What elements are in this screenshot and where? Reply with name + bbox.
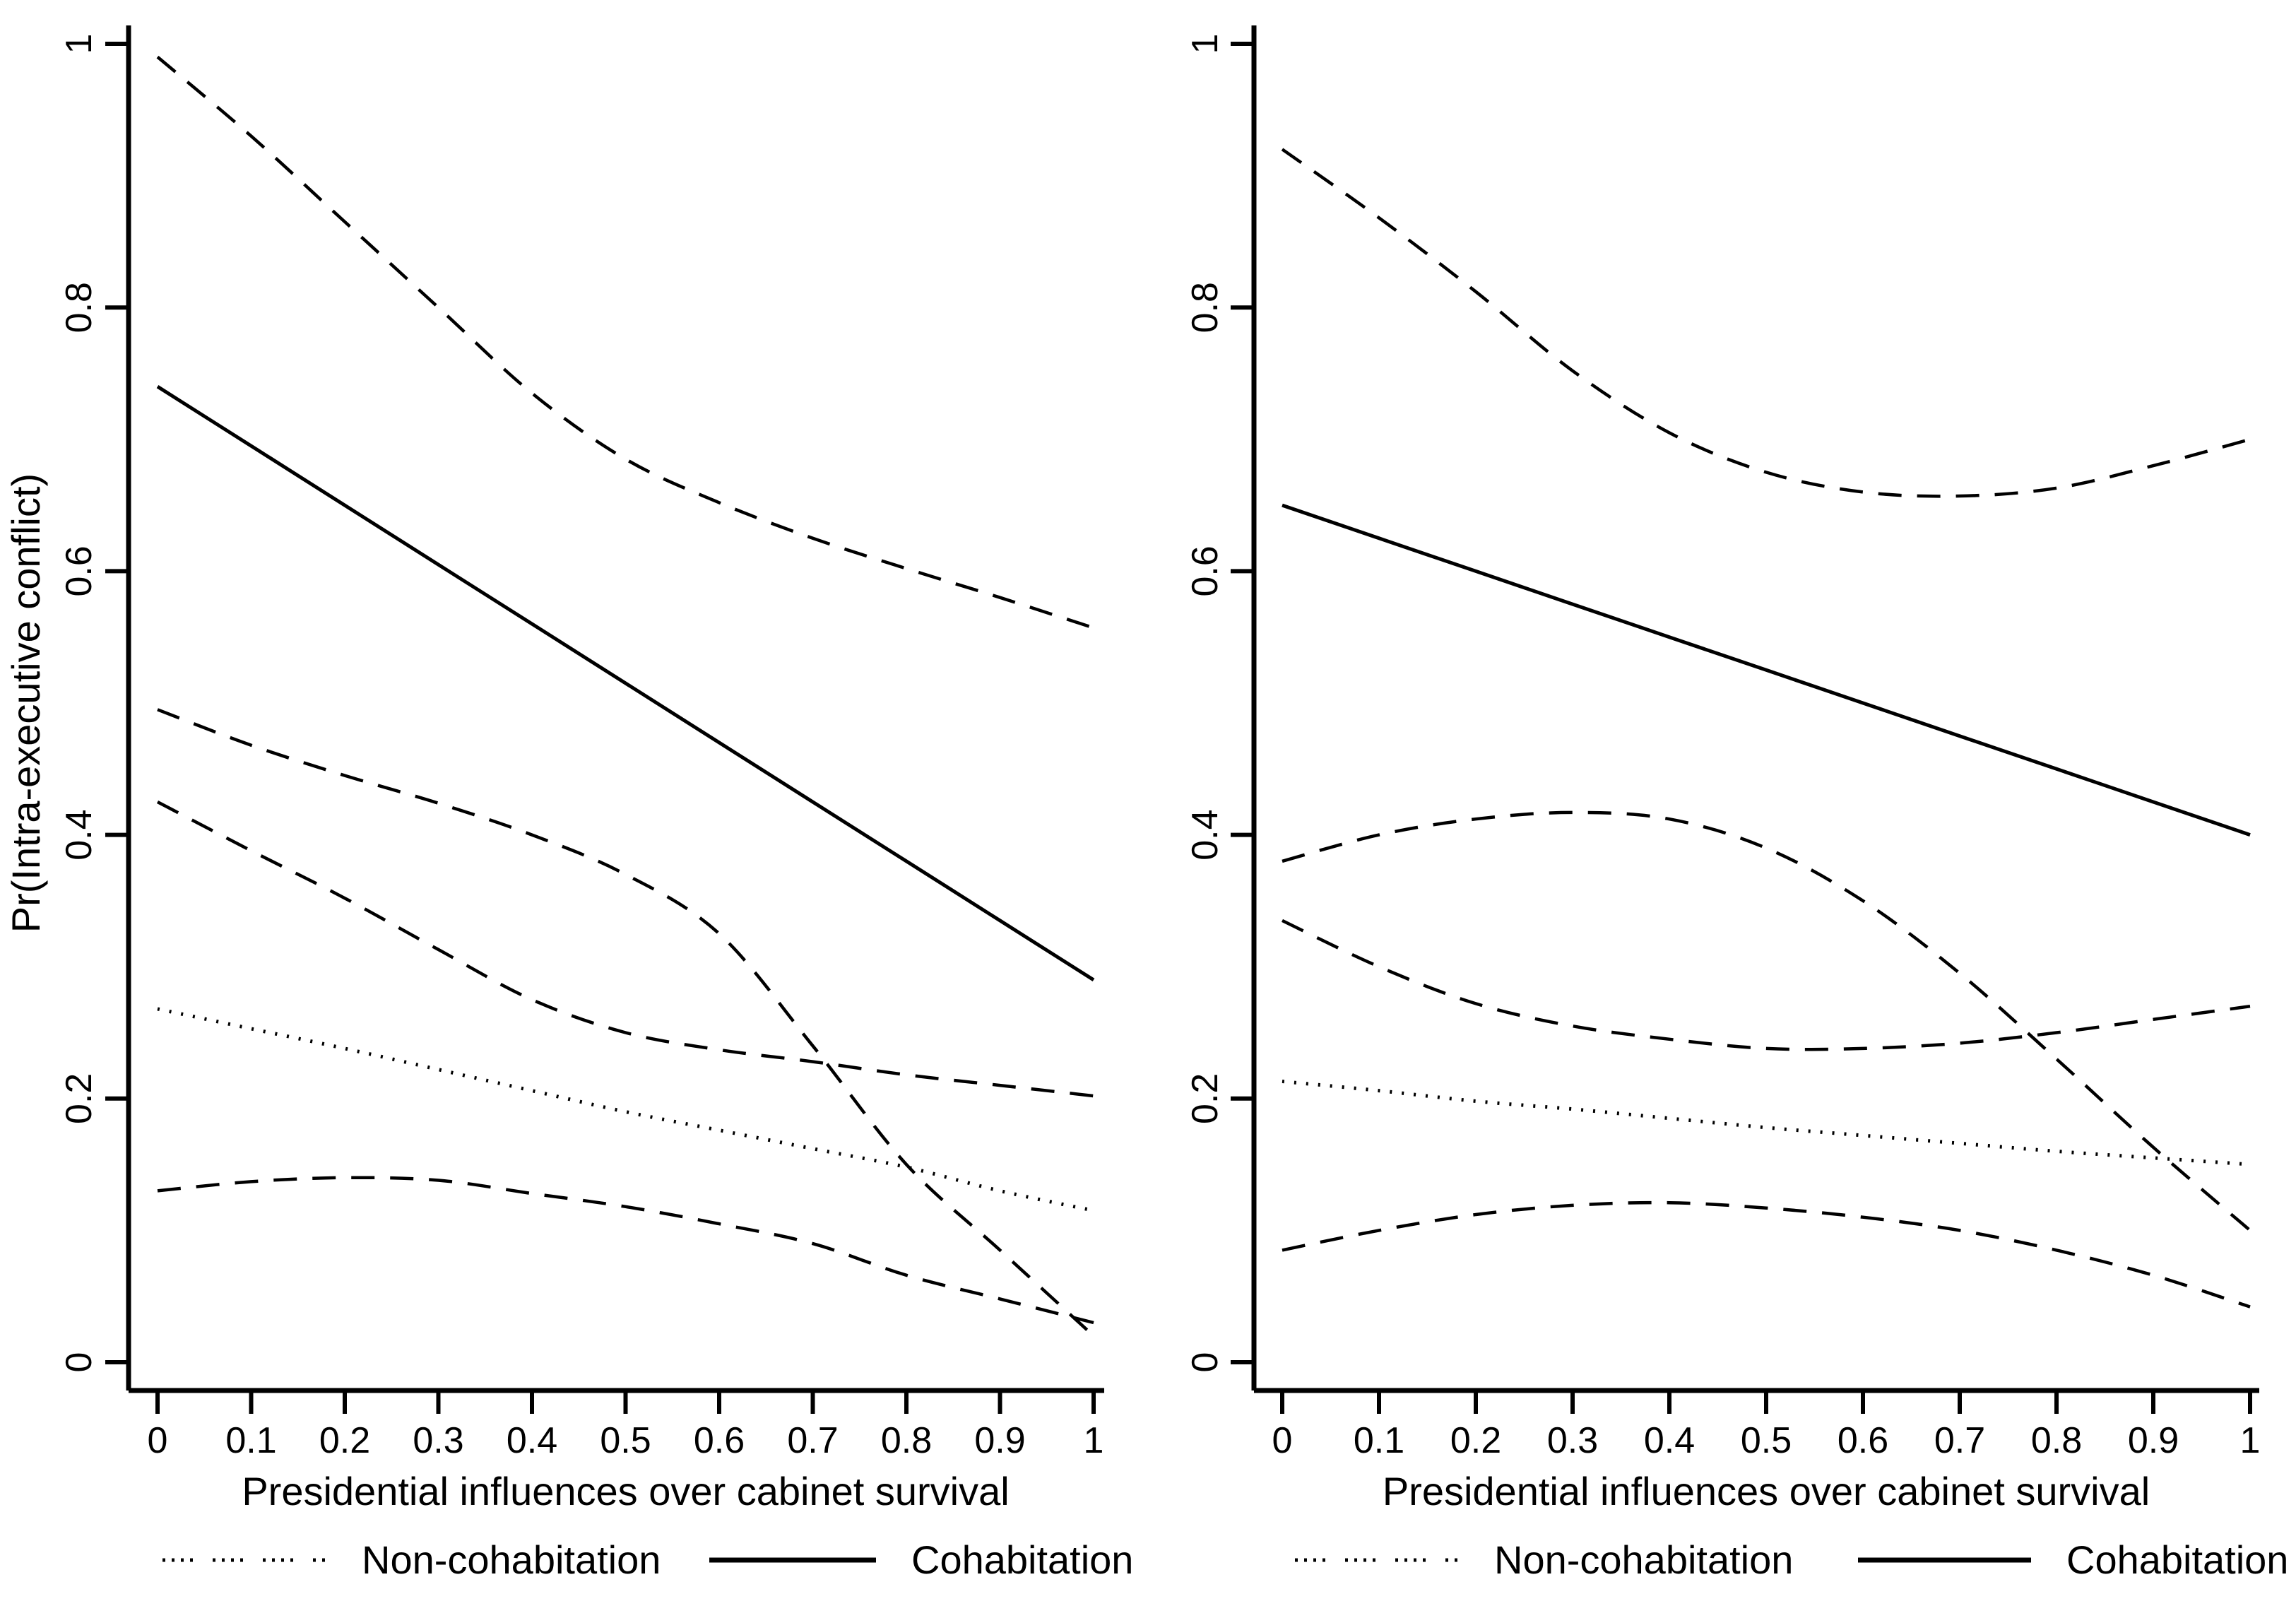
right-y-tick-label: 1 — [1185, 34, 1226, 54]
left-x-tick-label: 0.2 — [319, 1420, 370, 1461]
right-legend-label: Cohabitation — [2066, 1537, 2288, 1582]
right-cohabitation-lower-ci-line — [1282, 810, 2251, 1232]
right-legend-item-cohabitation: Cohabitation — [1858, 1537, 2288, 1582]
right-legend-item-non-cohabitation: Non-cohabitation — [1295, 1537, 1793, 1582]
right-non-cohabitation-upper-ci-line — [1282, 919, 2251, 1051]
left-x-axis-title: Presidential influences over cabinet sur… — [242, 1469, 1009, 1513]
right-x-tick-label: 0 — [1272, 1420, 1293, 1461]
left-legend-label: Non-cohabitation — [362, 1537, 661, 1582]
left-x-tick-label: 1 — [1084, 1420, 1104, 1461]
right-legend-label: Non-cohabitation — [1494, 1537, 1793, 1582]
left-cohabitation-line — [156, 385, 1095, 982]
left-y-tick-label: 0.2 — [59, 1073, 100, 1124]
left-x-tick-label: 0.8 — [881, 1420, 932, 1461]
left-x-tick-label: 0.5 — [600, 1420, 651, 1461]
right-cohabitation-line — [1282, 503, 2251, 837]
right-non-cohabitation-line — [1282, 1080, 2251, 1167]
right-x-tick-label: 0.1 — [1354, 1420, 1404, 1461]
left-y-tick-label: 1 — [59, 34, 100, 54]
left-y-tick-label: 0.6 — [59, 545, 100, 596]
right-x-axis-title: Presidential influences over cabinet sur… — [1383, 1469, 2150, 1513]
left-legend-item-non-cohabitation: Non-cohabitation — [162, 1537, 661, 1582]
right-x-tick-label: 0.8 — [2031, 1420, 2082, 1461]
left-x-tick-label: 0.1 — [225, 1420, 276, 1461]
left-legend-label: Cohabitation — [911, 1537, 1133, 1582]
right-x-tick-label: 0.2 — [1450, 1420, 1501, 1461]
right-y-tick-label: 0.4 — [1185, 809, 1226, 860]
left-y-tick-label: 0 — [59, 1352, 100, 1373]
left-non-cohabitation-lower-ci-line — [157, 1176, 1094, 1325]
left-x-tick-label: 0 — [148, 1420, 168, 1461]
right-y-tick-label: 0.6 — [1185, 545, 1226, 596]
left-x-tick-label: 0.6 — [694, 1420, 745, 1461]
right-x-tick-label: 0.7 — [1934, 1420, 1985, 1461]
right-y-tick-label: 0.2 — [1185, 1073, 1226, 1124]
right-y-tick-label: 0.8 — [1185, 282, 1226, 333]
left-y-tick-label: 0.4 — [59, 809, 100, 860]
right-legend: Non-cohabitation Cohabitation — [1295, 1537, 2288, 1582]
right-x-tick-label: 1 — [2240, 1420, 2261, 1461]
left-cohabitation-lower-ci-line — [157, 708, 1095, 1338]
left-non-cohabitation-upper-ci-line — [156, 800, 1094, 1098]
right-x-tick-label: 0.4 — [1644, 1420, 1695, 1461]
right-x-tick-label: 0.9 — [2128, 1420, 2179, 1461]
right-x-tick-label: 0.5 — [1741, 1420, 1792, 1461]
left-y-tick-label: 0.8 — [59, 282, 100, 333]
right-y-tick-label: 0 — [1185, 1352, 1226, 1373]
right-x-tick-label: 0.6 — [1838, 1420, 1888, 1461]
panel-right: 0 0.2 0.4 0.6 0.8 1 0 0.1 0.2 0.3 0.4 0.5 0.6 0.7 0.8 0… — [1185, 25, 2288, 1582]
left-x-tick-label: 0.3 — [413, 1420, 463, 1461]
panel-left: 0 0.2 0.4 0.6 0.8 1 0 0.1 0.2 0.3 0.4 0.5 0.6 0.7 0.8 0… — [4, 25, 1133, 1582]
left-non-cohabitation-line — [157, 1007, 1094, 1212]
left-x-tick-label: 0.9 — [974, 1420, 1025, 1461]
right-non-cohabitation-lower-ci-line — [1282, 1200, 2251, 1309]
left-x-tick-label: 0.7 — [787, 1420, 838, 1461]
left-legend: Non-cohabitation Cohabitation — [162, 1537, 1133, 1582]
left-legend-item-cohabitation: Cohabitation — [709, 1537, 1133, 1582]
right-x-tick-label: 0.3 — [1547, 1420, 1598, 1461]
left-cohabitation-upper-ci-line — [156, 55, 1094, 630]
left-y-axis-title: Pr(Intra-executive conflict) — [4, 473, 48, 933]
left-x-tick-label: 0.4 — [507, 1420, 557, 1461]
right-cohabitation-upper-ci-line — [1281, 148, 2251, 498]
